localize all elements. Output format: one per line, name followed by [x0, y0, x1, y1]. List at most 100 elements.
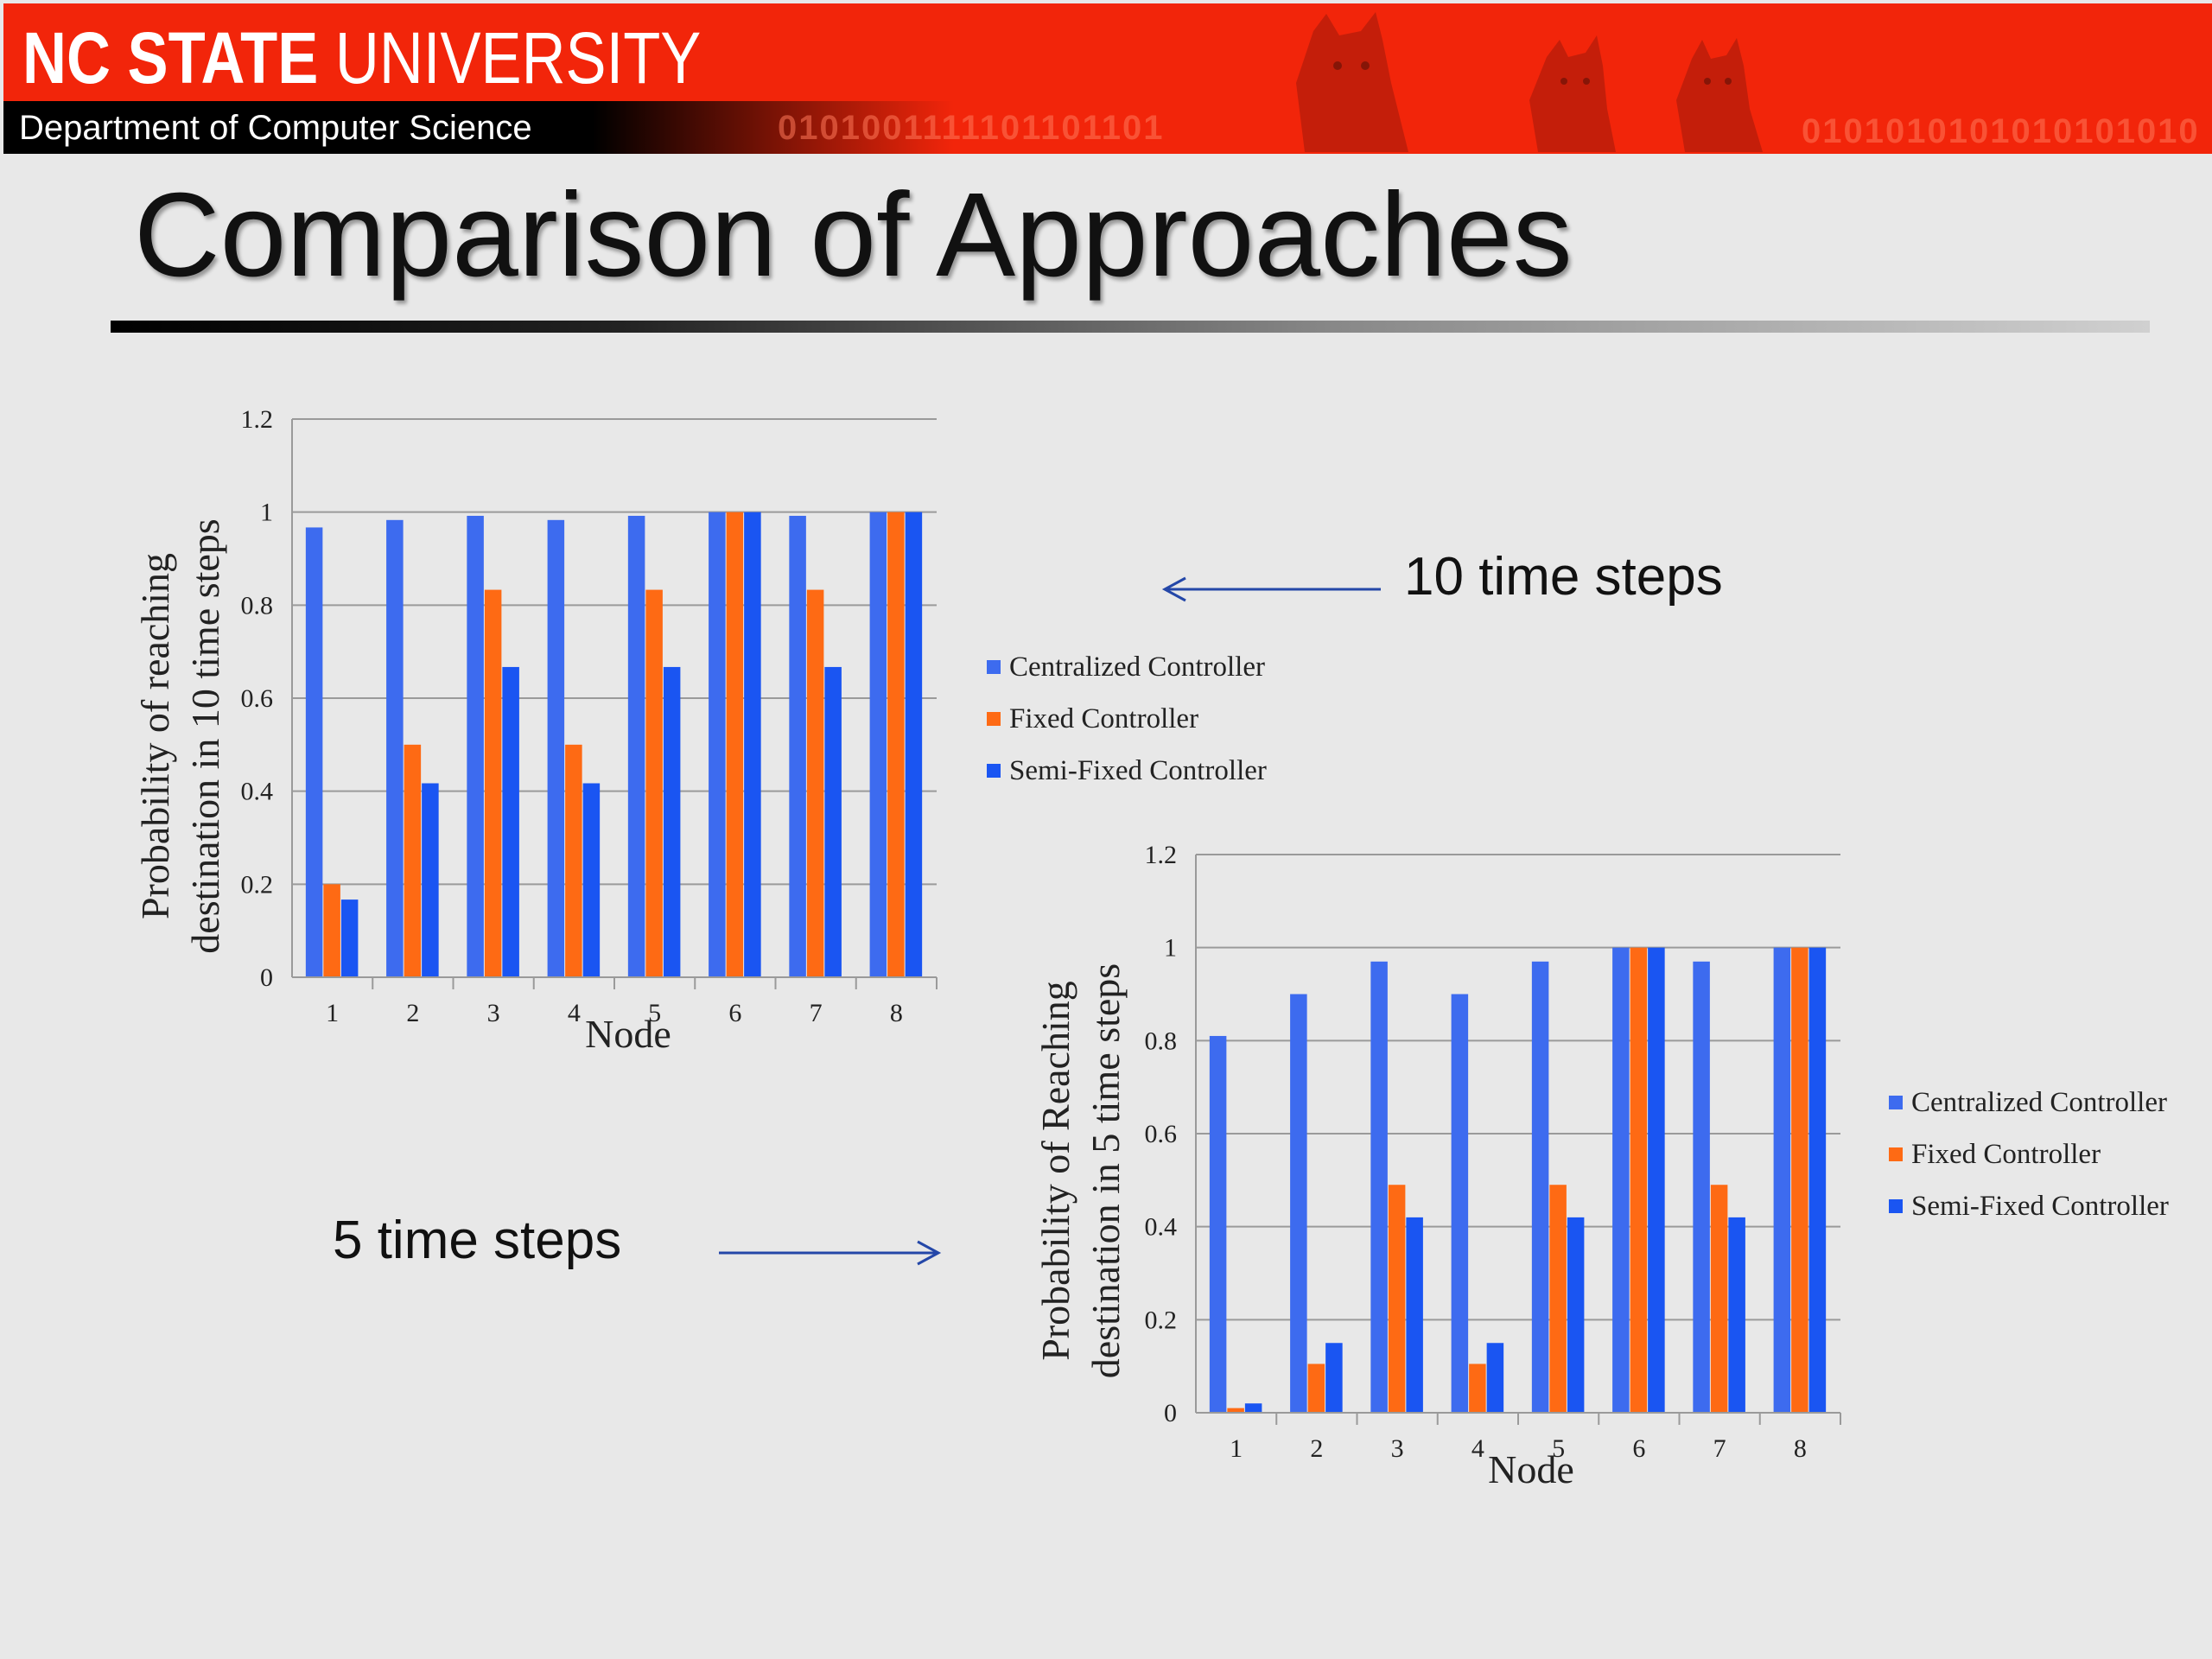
bar-semi-fixed-controller [1648, 947, 1665, 1413]
bar-semi-fixed-controller [1325, 1343, 1343, 1413]
university-name-bold: NC STATE [22, 17, 319, 99]
legend-label: Fixed Controller [1009, 703, 1198, 734]
bar-centralized-controller [709, 512, 726, 977]
university-name-light: UNIVERSITY [334, 17, 702, 99]
y-tick-label: 1 [260, 499, 273, 527]
bar-centralized-controller [1612, 947, 1630, 1413]
legend-label: Centralized Controller [1009, 652, 1265, 683]
bar-fixed-controller [806, 589, 824, 977]
bar-centralized-controller [1209, 1035, 1227, 1413]
x-axis-title: Node [1488, 1447, 1574, 1491]
y-tick-label: 0 [260, 963, 273, 992]
bar-centralized-controller [627, 515, 645, 977]
legend-label: Centralized Controller [1911, 1087, 2167, 1118]
x-tick-label: 4 [568, 999, 581, 1027]
university-wordmark: NC STATE UNIVERSITY [22, 19, 701, 97]
y-axis-title-line-1: Probability of Reaching [1033, 981, 1077, 1360]
x-axis-title: Node [585, 1012, 671, 1056]
bar-semi-fixed-controller [582, 783, 601, 977]
bar-fixed-controller [1549, 1185, 1567, 1413]
bar-centralized-controller [547, 519, 565, 977]
bar-semi-fixed-controller [663, 666, 681, 977]
bar-fixed-controller [726, 512, 744, 977]
legend-label: Semi-Fixed Controller [1911, 1191, 2169, 1222]
bar-fixed-controller [323, 884, 340, 977]
arrow-head-right [917, 1240, 942, 1266]
annotation-5-time-steps: 5 time steps [333, 1211, 622, 1270]
y-tick-label: 0.4 [1145, 1213, 1178, 1242]
bar-fixed-controller [1710, 1185, 1728, 1413]
y-tick-label: 0.2 [1145, 1306, 1178, 1334]
x-tick-label: 6 [728, 999, 741, 1027]
bar-semi-fixed-controller [1486, 1343, 1504, 1413]
legend-swatch [987, 764, 1001, 778]
bar-fixed-controller [1307, 1363, 1325, 1413]
bar-fixed-controller [565, 744, 582, 977]
x-tick-label: 5 [648, 999, 661, 1027]
bar-fixed-controller [1227, 1408, 1244, 1413]
slide-title: Comparison of Approaches [134, 168, 1573, 302]
bar-semi-fixed-controller [1567, 1217, 1585, 1413]
legend-swatch [1889, 1096, 1903, 1109]
bar-semi-fixed-controller [1244, 1403, 1262, 1413]
y-tick-label: 0.6 [1145, 1120, 1178, 1148]
y-tick-label: 1 [1164, 934, 1177, 963]
bar-semi-fixed-controller [1728, 1217, 1745, 1413]
x-tick-label: 2 [406, 999, 419, 1027]
bar-centralized-controller [789, 515, 806, 977]
legend-swatch [1889, 1199, 1903, 1213]
y-tick-label: 0.6 [241, 684, 274, 713]
legend-label: Fixed Controller [1911, 1139, 2101, 1170]
bar-centralized-controller [869, 512, 887, 977]
bar-semi-fixed-controller [1808, 947, 1827, 1413]
y-tick-label: 0.8 [241, 591, 274, 620]
x-tick-label: 1 [1230, 1434, 1243, 1463]
x-tick-label: 5 [1552, 1434, 1565, 1463]
title-underline [111, 321, 2150, 333]
wolf-pack-image [1296, 12, 1763, 152]
bar-centralized-controller [1773, 947, 1791, 1413]
bar-centralized-controller [1290, 994, 1307, 1413]
department-name: Department of Computer Science [19, 109, 532, 147]
bar-centralized-controller [467, 515, 484, 977]
legend-label: Semi-Fixed Controller [1009, 755, 1267, 786]
y-axis-title: Probability of Reaching destination in 5 … [1033, 963, 1128, 1378]
bar-semi-fixed-controller [1406, 1217, 1423, 1413]
bar-centralized-controller [1531, 961, 1549, 1413]
x-tick-label: 1 [326, 999, 339, 1027]
bar-centralized-controller [1451, 994, 1469, 1413]
legend-swatch [1889, 1147, 1903, 1161]
y-axis-title-line-2: destination in 10 time steps [183, 518, 227, 953]
x-tick-label: 3 [487, 999, 500, 1027]
y-tick-label: 0.8 [1145, 1027, 1178, 1055]
y-axis-title-line-2: destination in 5 time steps [1084, 963, 1128, 1378]
header-banner: 0101001111101101101 0101010101010101010 … [0, 0, 2212, 154]
bar-fixed-controller [1469, 1363, 1486, 1413]
banner-dark-band [3, 101, 954, 154]
legend-swatch [987, 712, 1001, 726]
bar-fixed-controller [404, 744, 422, 977]
bar-semi-fixed-controller [824, 666, 842, 977]
bar-centralized-controller [1370, 961, 1388, 1413]
x-tick-label: 2 [1310, 1434, 1323, 1463]
legend-swatch [987, 660, 1001, 674]
y-axis-title-line-1: Probability of reaching [133, 553, 177, 919]
y-tick-label: 0.2 [241, 870, 274, 899]
annotation-10-time-steps: 10 time steps [1404, 547, 1723, 607]
bar-fixed-controller [887, 512, 905, 977]
binary-decoration-left: 0101001111101101101 [778, 109, 1165, 147]
y-tick-label: 0.4 [241, 778, 274, 806]
x-tick-label: 4 [1471, 1434, 1484, 1463]
bar-centralized-controller [386, 519, 404, 977]
x-tick-label: 6 [1632, 1434, 1645, 1463]
bar-fixed-controller [645, 589, 663, 977]
bar-semi-fixed-controller [422, 783, 439, 977]
bar-centralized-controller [1693, 961, 1710, 1413]
bar-fixed-controller [1388, 1185, 1406, 1413]
bar-fixed-controller [1791, 947, 1808, 1413]
bar-centralized-controller [305, 527, 323, 977]
bar-semi-fixed-controller [502, 666, 519, 977]
